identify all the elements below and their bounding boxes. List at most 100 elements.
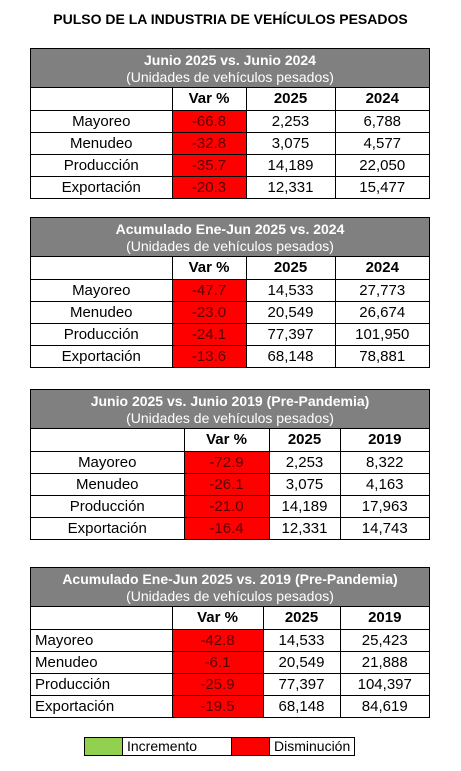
table-block-junio-2024: Junio 2025 vs. Junio 2024 (Unidades de v… (30, 48, 430, 199)
value-b-cell: 22,050 (334, 153, 429, 177)
value-a-cell: 68,148 (245, 344, 336, 367)
col-header-year-a: 2025 (245, 88, 336, 111)
table-row: Menudeo -26.1 3,075 4,163 (31, 472, 429, 496)
table-row: Mayoreo -72.9 2,253 8,322 (31, 450, 429, 474)
header-blank-cell (31, 429, 185, 452)
col-header-var: Var % (171, 88, 247, 111)
var-cell: -66.8 (171, 109, 247, 133)
block-subtitle: (Unidades de vehículos pesados) (126, 69, 334, 85)
value-a-cell: 77,397 (262, 672, 341, 696)
block-header: Junio 2025 vs. Junio 2019 (Pre-Pandemia)… (31, 390, 429, 429)
data-table: Var % 2025 2019 Mayoreo -72.9 2,253 8,32… (31, 429, 429, 539)
value-b-cell: 15,477 (334, 175, 429, 198)
row-label: Producción (31, 494, 185, 518)
table-block-acumulado-2024: Acumulado Ene-Jun 2025 vs. 2024 (Unidade… (30, 217, 430, 368)
var-cell: -47.7 (171, 278, 247, 302)
block-title: Junio 2025 vs. Junio 2019 (Pre-Pandemia) (90, 393, 370, 409)
var-cell: -19.5 (171, 694, 264, 717)
header-blank-cell (31, 257, 173, 280)
value-b-cell: 8,322 (339, 450, 429, 474)
value-b-cell: 14,743 (339, 516, 429, 539)
color-legend: Incremento Disminución (84, 737, 356, 756)
row-label: Mayoreo (31, 628, 173, 652)
row-label: Producción (31, 322, 173, 346)
row-label: Menudeo (31, 131, 173, 155)
value-b-cell: 4,577 (334, 131, 429, 155)
decrease-legend-label: Disminución (274, 738, 351, 754)
data-table: Var % 2025 2024 Mayoreo -47.7 14,533 27,… (31, 257, 429, 367)
var-cell: -13.6 (171, 344, 247, 367)
block-title: Acumulado Ene-Jun 2025 vs. 2019 (Pre-Pan… (62, 571, 398, 587)
var-cell: -72.9 (183, 450, 270, 474)
var-cell: -20.3 (171, 175, 247, 198)
header-blank-cell (31, 607, 173, 630)
table-row: Exportación -20.3 12,331 15,477 (31, 175, 429, 198)
table-row: Exportación -19.5 68,148 84,619 (31, 694, 429, 717)
table-block-junio-2019: Junio 2025 vs. Junio 2019 (Pre-Pandemia)… (30, 389, 430, 540)
table-row: Menudeo -32.8 3,075 4,577 (31, 131, 429, 155)
table-header-row: Var % 2025 2019 (31, 429, 429, 452)
row-label: Mayoreo (31, 278, 173, 302)
var-cell: -32.8 (171, 131, 247, 155)
value-b-cell: 101,950 (334, 322, 429, 346)
value-a-cell: 2,253 (268, 450, 341, 474)
col-header-year-b: 2019 (339, 429, 429, 452)
row-label: Exportación (31, 516, 185, 539)
var-cell: -24.1 (171, 322, 247, 346)
value-a-cell: 20,549 (245, 300, 336, 324)
row-label: Mayoreo (31, 109, 173, 133)
block-subtitle: (Unidades de vehículos pesados) (126, 238, 334, 254)
value-a-cell: 14,533 (262, 628, 341, 652)
table-header-row: Var % 2025 2024 (31, 257, 429, 280)
value-b-cell: 27,773 (334, 278, 429, 302)
data-table: Var % 2025 2024 Mayoreo -66.8 2,253 6,78… (31, 88, 429, 198)
col-header-year-a: 2025 (268, 429, 341, 452)
table-row: Menudeo -6.1 20,549 21,888 (31, 650, 429, 674)
col-header-year-b: 2024 (334, 257, 429, 280)
block-header: Acumulado Ene-Jun 2025 vs. 2019 (Pre-Pan… (31, 568, 429, 607)
row-label: Exportación (31, 694, 173, 717)
table-row: Mayoreo -66.8 2,253 6,788 (31, 109, 429, 133)
header-blank-cell (31, 88, 173, 111)
value-b-cell: 104,397 (339, 672, 429, 696)
col-header-year-a: 2025 (262, 607, 341, 630)
value-a-cell: 3,075 (245, 131, 336, 155)
table-row: Mayoreo -47.7 14,533 27,773 (31, 278, 429, 302)
table-row: Producción -21.0 14,189 17,963 (31, 494, 429, 518)
table-row: Mayoreo -42.8 14,533 25,423 (31, 628, 429, 652)
col-header-year-b: 2019 (339, 607, 429, 630)
col-header-var: Var % (171, 607, 264, 630)
table-block-acumulado-2019: Acumulado Ene-Jun 2025 vs. 2019 (Pre-Pan… (30, 567, 430, 718)
value-a-cell: 14,189 (245, 153, 336, 177)
value-a-cell: 3,075 (268, 472, 341, 496)
table-row: Producción -35.7 14,189 22,050 (31, 153, 429, 177)
col-header-year-a: 2025 (245, 257, 336, 280)
block-header: Junio 2025 vs. Junio 2024 (Unidades de v… (31, 49, 429, 88)
value-a-cell: 77,397 (245, 322, 336, 346)
table-row: Menudeo -23.0 20,549 26,674 (31, 300, 429, 324)
table-row: Exportación -13.6 68,148 78,881 (31, 344, 429, 367)
increase-legend-label: Incremento (127, 738, 198, 754)
value-b-cell: 4,163 (339, 472, 429, 496)
data-table: Var % 2025 2019 Mayoreo -42.8 14,533 25,… (31, 607, 429, 717)
value-b-cell: 78,881 (334, 344, 429, 367)
col-header-var: Var % (171, 257, 247, 280)
value-b-cell: 21,888 (339, 650, 429, 674)
var-cell: -35.7 (171, 153, 247, 177)
row-label: Menudeo (31, 650, 173, 674)
page-title: PULSO DE LA INDUSTRIA DE VEHÍCULOS PESAD… (53, 11, 408, 27)
decrease-swatch (231, 738, 270, 755)
col-header-var: Var % (183, 429, 270, 452)
col-header-year-b: 2024 (334, 88, 429, 111)
value-a-cell: 12,331 (268, 516, 341, 539)
var-cell: -25.9 (171, 672, 264, 696)
row-label: Exportación (31, 344, 173, 367)
value-a-cell: 20,549 (262, 650, 341, 674)
value-b-cell: 26,674 (334, 300, 429, 324)
value-b-cell: 25,423 (339, 628, 429, 652)
table-row: Producción -24.1 77,397 101,950 (31, 322, 429, 346)
table-header-row: Var % 2025 2024 (31, 88, 429, 111)
row-label: Mayoreo (31, 450, 185, 474)
var-cell: -42.8 (171, 628, 264, 652)
table-row: Exportación -16.4 12,331 14,743 (31, 516, 429, 539)
